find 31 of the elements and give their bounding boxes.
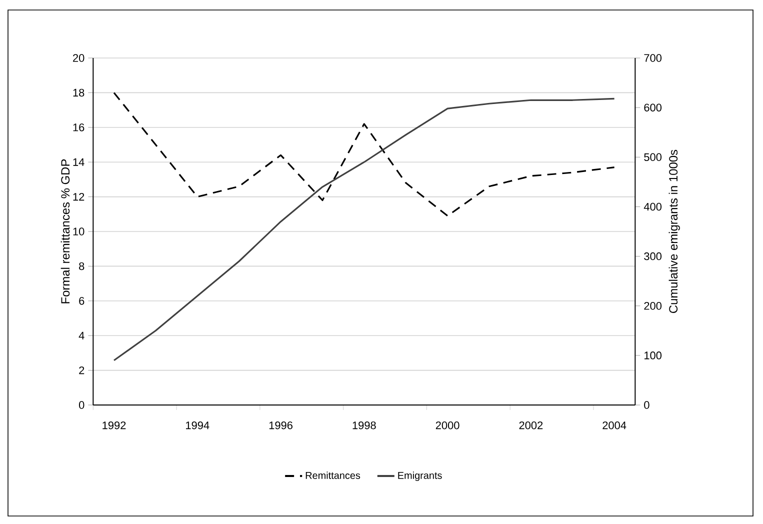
- y2-tick-label: 200: [644, 302, 662, 310]
- x-tick-label: 1992: [102, 421, 126, 430]
- y-tick-label: 6: [79, 297, 84, 305]
- y2-tick-label: 500: [644, 153, 662, 162]
- y2-tick-label: 0: [644, 401, 650, 409]
- y-axis-title: Formal remittances % GDP: [60, 159, 70, 304]
- y-tick-label: 16: [73, 124, 84, 132]
- y-tick-label: 14: [73, 158, 84, 166]
- y2-tick-label: 100: [644, 352, 662, 360]
- y-tick-label: 0: [78, 401, 84, 409]
- x-tick-label: 1996: [269, 421, 292, 430]
- y2-axis-title: Cumulative emigrants in 1000s: [668, 150, 680, 313]
- legend-label: Emigrants: [398, 472, 442, 481]
- y-tick-label: 10: [73, 228, 84, 236]
- y2-tick-label: 400: [644, 202, 662, 211]
- y-tick-label: 12: [73, 192, 84, 201]
- y-tick-label: 8: [79, 262, 84, 270]
- y-tick-label: 4: [78, 332, 84, 340]
- y2-tick-label: 300: [644, 252, 662, 260]
- y2-tick-label: 600: [644, 104, 662, 112]
- x-tick-label: 2000: [436, 421, 460, 430]
- x-tick-label: 2002: [519, 421, 543, 430]
- x-tick-label: 1998: [352, 421, 376, 430]
- line-series: [113, 92, 616, 217]
- y-tick-label: 2: [79, 366, 84, 374]
- legend-label: Remittances: [306, 472, 360, 479]
- y-tick-label: 20: [73, 54, 84, 62]
- x-tick-label: 1994: [186, 421, 210, 430]
- y-tick-label: 18: [73, 88, 84, 97]
- x-tick-label: 2004: [602, 421, 626, 430]
- y2-tick-label: 700: [644, 54, 662, 62]
